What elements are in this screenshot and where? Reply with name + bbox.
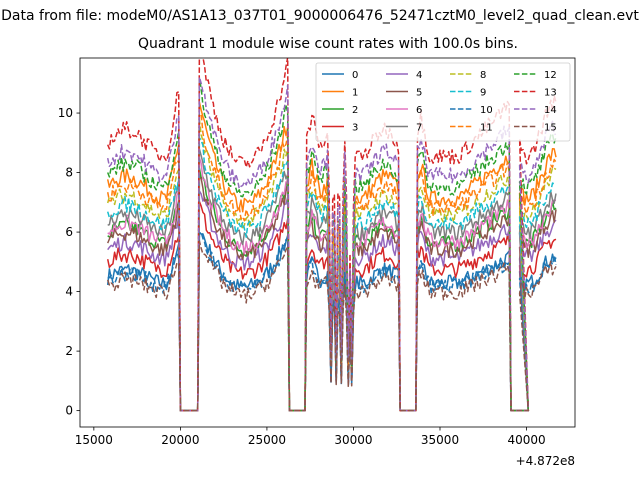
x-tick-label: 15000: [75, 433, 113, 447]
legend-label-11: 11: [480, 123, 493, 134]
legend-label-9: 9: [480, 88, 486, 99]
series-lines: [106, 58, 557, 412]
legend-label-10: 10: [480, 105, 493, 116]
legend-label-15: 15: [544, 123, 557, 134]
legend-label-8: 8: [480, 70, 486, 81]
x-tick-label: 20000: [161, 433, 199, 447]
axes-frame: [79, 57, 576, 428]
x-tick-label: 30000: [334, 433, 372, 447]
series-line-15: [106, 240, 557, 412]
y-tick-label: 6: [65, 225, 73, 239]
legend-label-7: 7: [416, 123, 422, 134]
y-tick-label: 2: [65, 344, 73, 358]
chart-title: Quadrant 1 module wise count rates with …: [138, 36, 518, 52]
legend-label-5: 5: [416, 88, 422, 99]
legend-label-0: 0: [352, 70, 358, 81]
legend-label-12: 12: [544, 70, 557, 81]
legend-label-1: 1: [352, 88, 358, 99]
legend-label-13: 13: [544, 88, 557, 99]
y-tick-label: 10: [58, 106, 73, 120]
legend-label-2: 2: [352, 105, 358, 116]
legend-label-3: 3: [352, 123, 358, 134]
y-tick-label: 0: [65, 404, 73, 418]
x-tick-label: 40000: [507, 433, 545, 447]
y-tick-label: 4: [65, 285, 73, 299]
legend-box: [315, 62, 571, 142]
legend-label-4: 4: [416, 70, 422, 81]
series-line-14: [106, 76, 557, 412]
legend-label-14: 14: [544, 105, 557, 116]
x-axis-offset-label: +4.872e8: [516, 454, 575, 468]
legend-label-6: 6: [416, 105, 422, 116]
figure-suptitle: Data from file: modeM0/AS1A13_037T01_900…: [1, 8, 639, 24]
x-tick-label: 35000: [421, 433, 459, 447]
x-tick-label: 25000: [248, 433, 286, 447]
y-tick-label: 8: [65, 166, 73, 180]
